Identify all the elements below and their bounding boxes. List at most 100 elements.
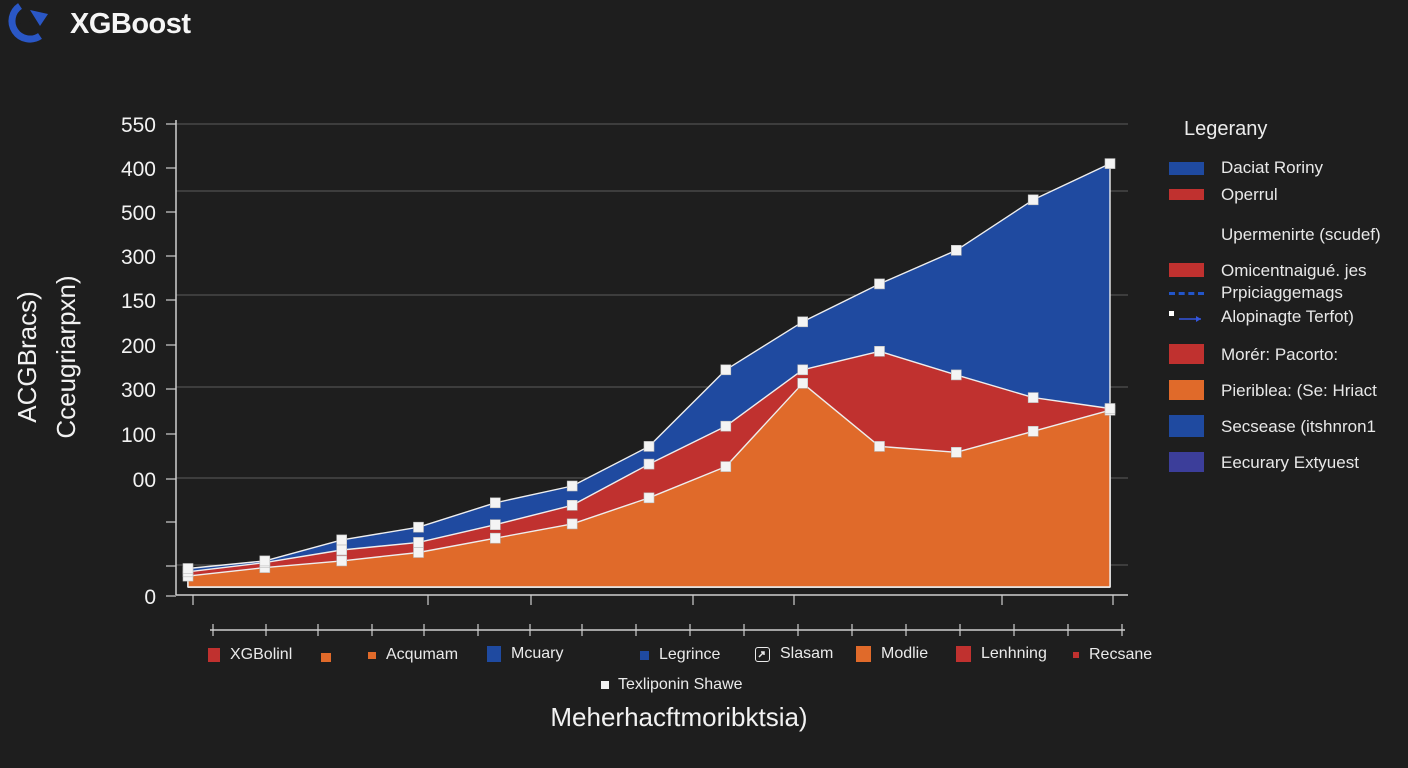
legend-label: Operrul [1221,185,1278,204]
chart-axes [175,120,1128,631]
legend-item: Prpiciaggemags [1164,282,1408,304]
legend-swatch [1169,380,1204,400]
data-point-marker [797,316,809,328]
data-point-marker [336,544,348,556]
arrow-marker-icon [1169,311,1201,322]
data-point-marker [566,480,578,492]
y-tick-label: 300 [121,379,156,402]
legend-item: Pieriblea: (Se: Hriact [1164,378,1408,404]
dashed-line-icon [1169,292,1204,295]
brand-title: XGBoost [70,7,191,40]
data-point-marker [1027,392,1039,403]
data-point-marker [336,555,348,567]
legend-item: Operrul [1164,184,1408,206]
legend-swatch [956,646,971,662]
bottom-legend-label: Modlie [881,645,929,662]
bottom-legend-item: Mcuary [487,645,563,663]
y-tick-label: 400 [121,158,156,181]
legend-label: Daciat Roriny [1221,158,1324,177]
bottom-legend-item: Acqumam [368,646,458,664]
bottom-legend-item: Lenhning [956,645,1047,663]
bottom-legend-item: Texliponin Shawe [601,676,743,694]
legend-swatch [1169,189,1204,200]
y-tick-label: 300 [121,246,156,269]
data-point-marker [182,563,194,574]
legend-swatch [1169,452,1204,472]
legend-swatch [368,651,376,659]
x-axis-label: Meherhacftmoribktsia) [550,702,808,732]
data-point-marker [1104,158,1116,169]
y-tick-label: 200 [121,335,156,358]
legend-swatch [640,650,649,660]
legend-swatch [1169,344,1204,364]
bottom-legend-item: Legrince [640,646,720,664]
data-point-marker [720,364,732,376]
data-point-marker [950,245,962,256]
data-point-marker [413,521,424,533]
legend-label: Pieriblea: (Se: Hriact [1221,381,1377,400]
data-point-marker [489,532,501,544]
legend-swatch [1073,652,1079,658]
legend-item: Morér: Pacorto: [1164,342,1408,368]
y-tick-label: 00 [133,469,156,492]
legend-label: Secsease (itshnron1 [1221,417,1376,436]
xgboost-logo-icon [8,3,48,43]
legend-item: Secsease (itshnron1 [1164,414,1408,440]
data-point-marker [336,534,348,546]
chart-markers [182,158,1116,582]
bottom-legend-item: Modlie [856,645,928,663]
bottom-legend-label: XGBolinl [230,646,293,663]
data-point-marker [643,492,655,504]
data-point-marker [489,519,501,531]
legend-swatch [487,646,501,662]
data-point-marker [643,458,655,470]
x-axis-ticks [192,595,1123,636]
y-tick-label: 100 [121,424,156,447]
legend-item: Alopinagte Terfot) [1164,306,1408,328]
legend-item: Omicentnaigué. jes [1164,260,1408,282]
crosshair-icon [755,646,770,662]
bottom-legend-label: Lenhning [981,645,1047,662]
bottom-legend-item: Slasam [755,645,833,663]
bottom-legend: XGBolinl Acqumam Mcuary Legrince Slasam … [0,640,1408,700]
chart-areas [187,162,1111,588]
data-point-marker [797,377,809,389]
y-tick-label: 500 [121,202,156,225]
data-point-marker [413,537,424,548]
data-point-marker [1027,194,1039,206]
legend-label: Morér: Pacorto: [1221,345,1339,364]
data-point-marker [797,364,809,376]
data-point-marker [720,420,732,432]
data-point-marker [874,345,885,357]
bottom-legend-label: Acqumam [386,646,459,663]
legend-item: Eecurary Extyuest [1164,450,1408,476]
bottom-legend-label: Slasam [780,645,834,662]
y-axis-label-line-1: ACGBracs) [12,291,42,422]
bottom-legend-label: Texliponin Shawe [618,676,743,693]
data-point-marker [259,555,271,567]
legend-swatch [601,681,609,689]
data-point-marker [1104,403,1116,414]
bottom-legend-label: Recsane [1089,646,1153,663]
data-point-marker [566,499,578,511]
brand-header: XGBoost [0,0,191,48]
data-point-marker [874,441,885,452]
data-point-marker [1027,425,1039,437]
chart-legend: Legerany Daciat Roriny Operrul Upermenir… [1164,118,1408,481]
legend-swatch [856,646,871,662]
y-tick-label: 0 [144,586,156,609]
legend-swatch [1169,162,1204,175]
data-point-marker [874,278,885,290]
data-point-marker [720,461,732,472]
legend-label: Eecurary Extyuest [1221,453,1359,472]
bottom-legend-label: Mcuary [511,645,564,662]
y-axis-label-line-2: Cceugriarpxn) [51,275,81,438]
data-point-marker [489,497,501,509]
legend-label: Omicentnaigué. jes [1221,261,1367,280]
legend-swatch [1169,263,1204,277]
orange-swatch-icon [321,653,331,662]
legend-item: Upermenirte (scudef) [1164,224,1408,246]
legend-label: Prpiciaggemags [1221,283,1343,302]
